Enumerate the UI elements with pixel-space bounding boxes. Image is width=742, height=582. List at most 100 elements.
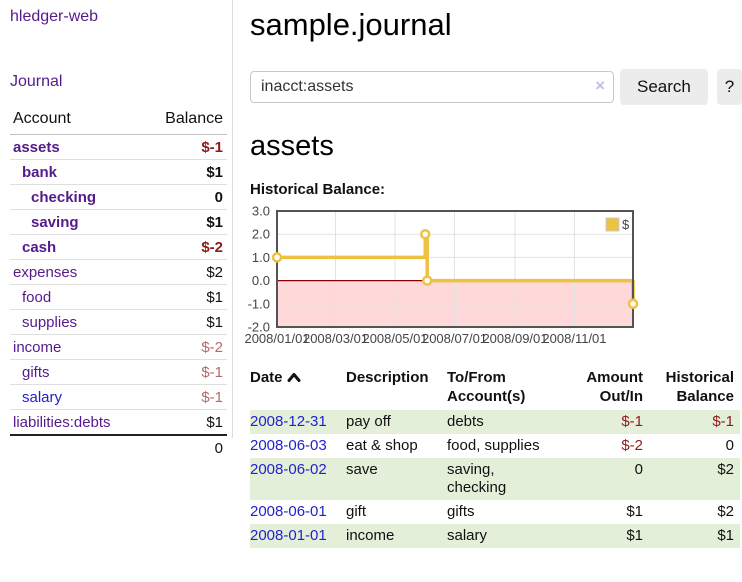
accounts-table-body: assets $-1 bank $1 checking 0 saving $1 cash $-2 e… bbox=[10, 135, 227, 435]
account-link[interactable]: saving bbox=[31, 214, 79, 231]
help-button[interactable]: ? bbox=[716, 69, 742, 105]
sidebar: hledger-web Journal Account Balance asse… bbox=[0, 0, 233, 461]
y-tick-label: 0.0 bbox=[252, 273, 270, 288]
main-content: sample.journal × Search ? assets Histori… bbox=[244, 0, 742, 548]
historical-balance-chart: $3.0 2.0 1.0 0.0 -1.0 -2.0 2008/01/01 2008/03/0… bbox=[244, 201, 642, 349]
transaction-description: income bbox=[346, 524, 447, 548]
account-balance: 0 bbox=[141, 184, 227, 210]
x-tick-label: 2008/09/01 bbox=[482, 331, 547, 346]
account-link[interactable]: food bbox=[22, 289, 52, 306]
account-link[interactable]: income bbox=[13, 339, 62, 356]
register-row: 2008-12-31 pay off debts $-1 $-1 bbox=[250, 410, 740, 434]
transaction-description: eat & shop bbox=[346, 437, 418, 454]
search-input[interactable] bbox=[250, 71, 614, 103]
account-link[interactable]: cash bbox=[22, 239, 57, 256]
data-point-marker bbox=[271, 252, 283, 263]
register-table-body: 2008-12-31 pay off debts $-1 $-1 2008-06-03 ea… bbox=[250, 410, 740, 548]
accounts-table: Account Balance assets $-1 bank $1 checking 0… bbox=[10, 106, 227, 461]
data-point-marker bbox=[421, 275, 433, 286]
sidebar-item-journal[interactable]: Journal bbox=[10, 73, 63, 90]
account-row: checking 0 bbox=[10, 184, 227, 210]
account-row: saving $1 bbox=[10, 209, 227, 235]
account-balance: $-1 bbox=[141, 359, 227, 385]
account-title: assets bbox=[250, 130, 334, 162]
account-row: liabilities:debts $1 bbox=[10, 409, 227, 435]
register-header-row: Date Description To/From Account(s) Amou… bbox=[250, 366, 740, 410]
accounts-table-header: Account Balance bbox=[10, 106, 227, 135]
transaction-date-link[interactable]: 2008-06-01 bbox=[250, 503, 327, 520]
account-balance: $-2 bbox=[141, 334, 227, 360]
transaction-amount: $-1 bbox=[559, 410, 643, 434]
account-balance: $1 bbox=[141, 209, 227, 235]
account-link[interactable]: supplies bbox=[22, 314, 78, 331]
data-point-marker bbox=[627, 298, 639, 310]
account-link[interactable]: bank bbox=[22, 164, 58, 181]
search-button[interactable]: Search bbox=[620, 69, 708, 105]
plot-border bbox=[276, 210, 634, 328]
register-table: Date Description To/From Account(s) Amou… bbox=[250, 366, 740, 548]
accounts-total-value: 0 bbox=[10, 434, 227, 461]
account-balance: $-1 bbox=[141, 384, 227, 410]
y-tick-label: -1.0 bbox=[248, 296, 270, 311]
transaction-description: gift bbox=[346, 503, 367, 520]
account-link[interactable]: liabilities:debts bbox=[13, 414, 111, 431]
y-tick-label: 1.0 bbox=[252, 250, 270, 265]
transaction-date-link[interactable]: 2008-12-31 bbox=[250, 413, 327, 430]
transaction-accounts: food, supplies bbox=[447, 437, 540, 454]
description-column-header: Description bbox=[346, 369, 429, 386]
transaction-date-link[interactable]: 2008-06-02 bbox=[250, 461, 327, 478]
account-balance: $-1 bbox=[201, 139, 223, 156]
account-row: food $1 bbox=[10, 284, 227, 310]
transaction-balance: $-1 bbox=[643, 410, 740, 434]
x-tick-label: 2008/05/01 bbox=[362, 331, 427, 346]
x-tick-label: 2008/03/01 bbox=[303, 331, 368, 346]
chart-title: Historical Balance: bbox=[250, 181, 386, 198]
balance-column-header2: Historical Balance bbox=[665, 369, 734, 405]
transaction-amount: 0 bbox=[559, 458, 643, 500]
sort-up-icon bbox=[287, 373, 301, 382]
account-row: expenses $2 bbox=[10, 259, 227, 285]
register-row: 2008-01-01 income salary $1 $1 bbox=[250, 524, 740, 548]
x-tick-label: 2008/07/01 bbox=[422, 331, 487, 346]
data-point-marker bbox=[420, 228, 431, 240]
account-row: gifts $-1 bbox=[10, 359, 227, 385]
tofrom-column-header: To/From Account(s) bbox=[447, 369, 526, 405]
account-column-header: Account bbox=[10, 106, 142, 135]
register-row: 2008-06-03 eat & shop food, supplies $-2 0 bbox=[250, 434, 740, 458]
account-balance: $1 bbox=[141, 159, 227, 185]
date-column-header[interactable]: Date bbox=[250, 366, 346, 410]
account-balance: $1 bbox=[141, 409, 227, 435]
account-row: assets $-1 bbox=[10, 135, 227, 160]
brand-link[interactable]: hledger-web bbox=[10, 8, 99, 25]
transaction-date-link[interactable]: 2008-01-01 bbox=[250, 527, 327, 544]
account-row: salary $-1 bbox=[10, 384, 227, 410]
y-tick-label: 2.0 bbox=[252, 227, 270, 242]
clear-search-icon[interactable]: × bbox=[595, 76, 605, 95]
register-row: 2008-06-02 save saving, checking 0 $2 bbox=[250, 458, 740, 500]
balance-column-header: Balance bbox=[141, 106, 227, 135]
account-link[interactable]: gifts bbox=[22, 364, 50, 381]
account-balance: $1 bbox=[141, 284, 227, 310]
amount-column-header: Amount Out/In bbox=[586, 369, 643, 405]
chart-canvas: $3.0 2.0 1.0 0.0 -1.0 -2.02008/01/012008/03/0… bbox=[244, 204, 639, 346]
account-balance: $1 bbox=[141, 309, 227, 335]
account-link[interactable]: salary bbox=[22, 389, 63, 406]
account-row: income $-2 bbox=[10, 334, 227, 360]
transaction-amount: $1 bbox=[626, 503, 643, 520]
transaction-description: save bbox=[346, 458, 447, 500]
transaction-accounts: salary bbox=[447, 524, 559, 548]
account-link[interactable]: assets bbox=[13, 139, 60, 156]
transaction-description: pay off bbox=[346, 410, 447, 434]
transaction-balance: 0 bbox=[725, 437, 734, 454]
legend-label: $ bbox=[622, 217, 630, 232]
page-title: sample.journal bbox=[250, 7, 452, 42]
account-row: bank $1 bbox=[10, 159, 227, 185]
account-link[interactable]: expenses bbox=[13, 264, 78, 281]
account-balance: $2 bbox=[141, 259, 227, 285]
transaction-date-link[interactable]: 2008-06-03 bbox=[250, 437, 327, 454]
transaction-balance: $1 bbox=[643, 524, 740, 548]
account-link[interactable]: checking bbox=[31, 189, 97, 206]
transaction-accounts: gifts bbox=[447, 503, 475, 520]
y-tick-label: -2.0 bbox=[248, 320, 270, 335]
account-row: cash $-2 bbox=[10, 234, 227, 260]
